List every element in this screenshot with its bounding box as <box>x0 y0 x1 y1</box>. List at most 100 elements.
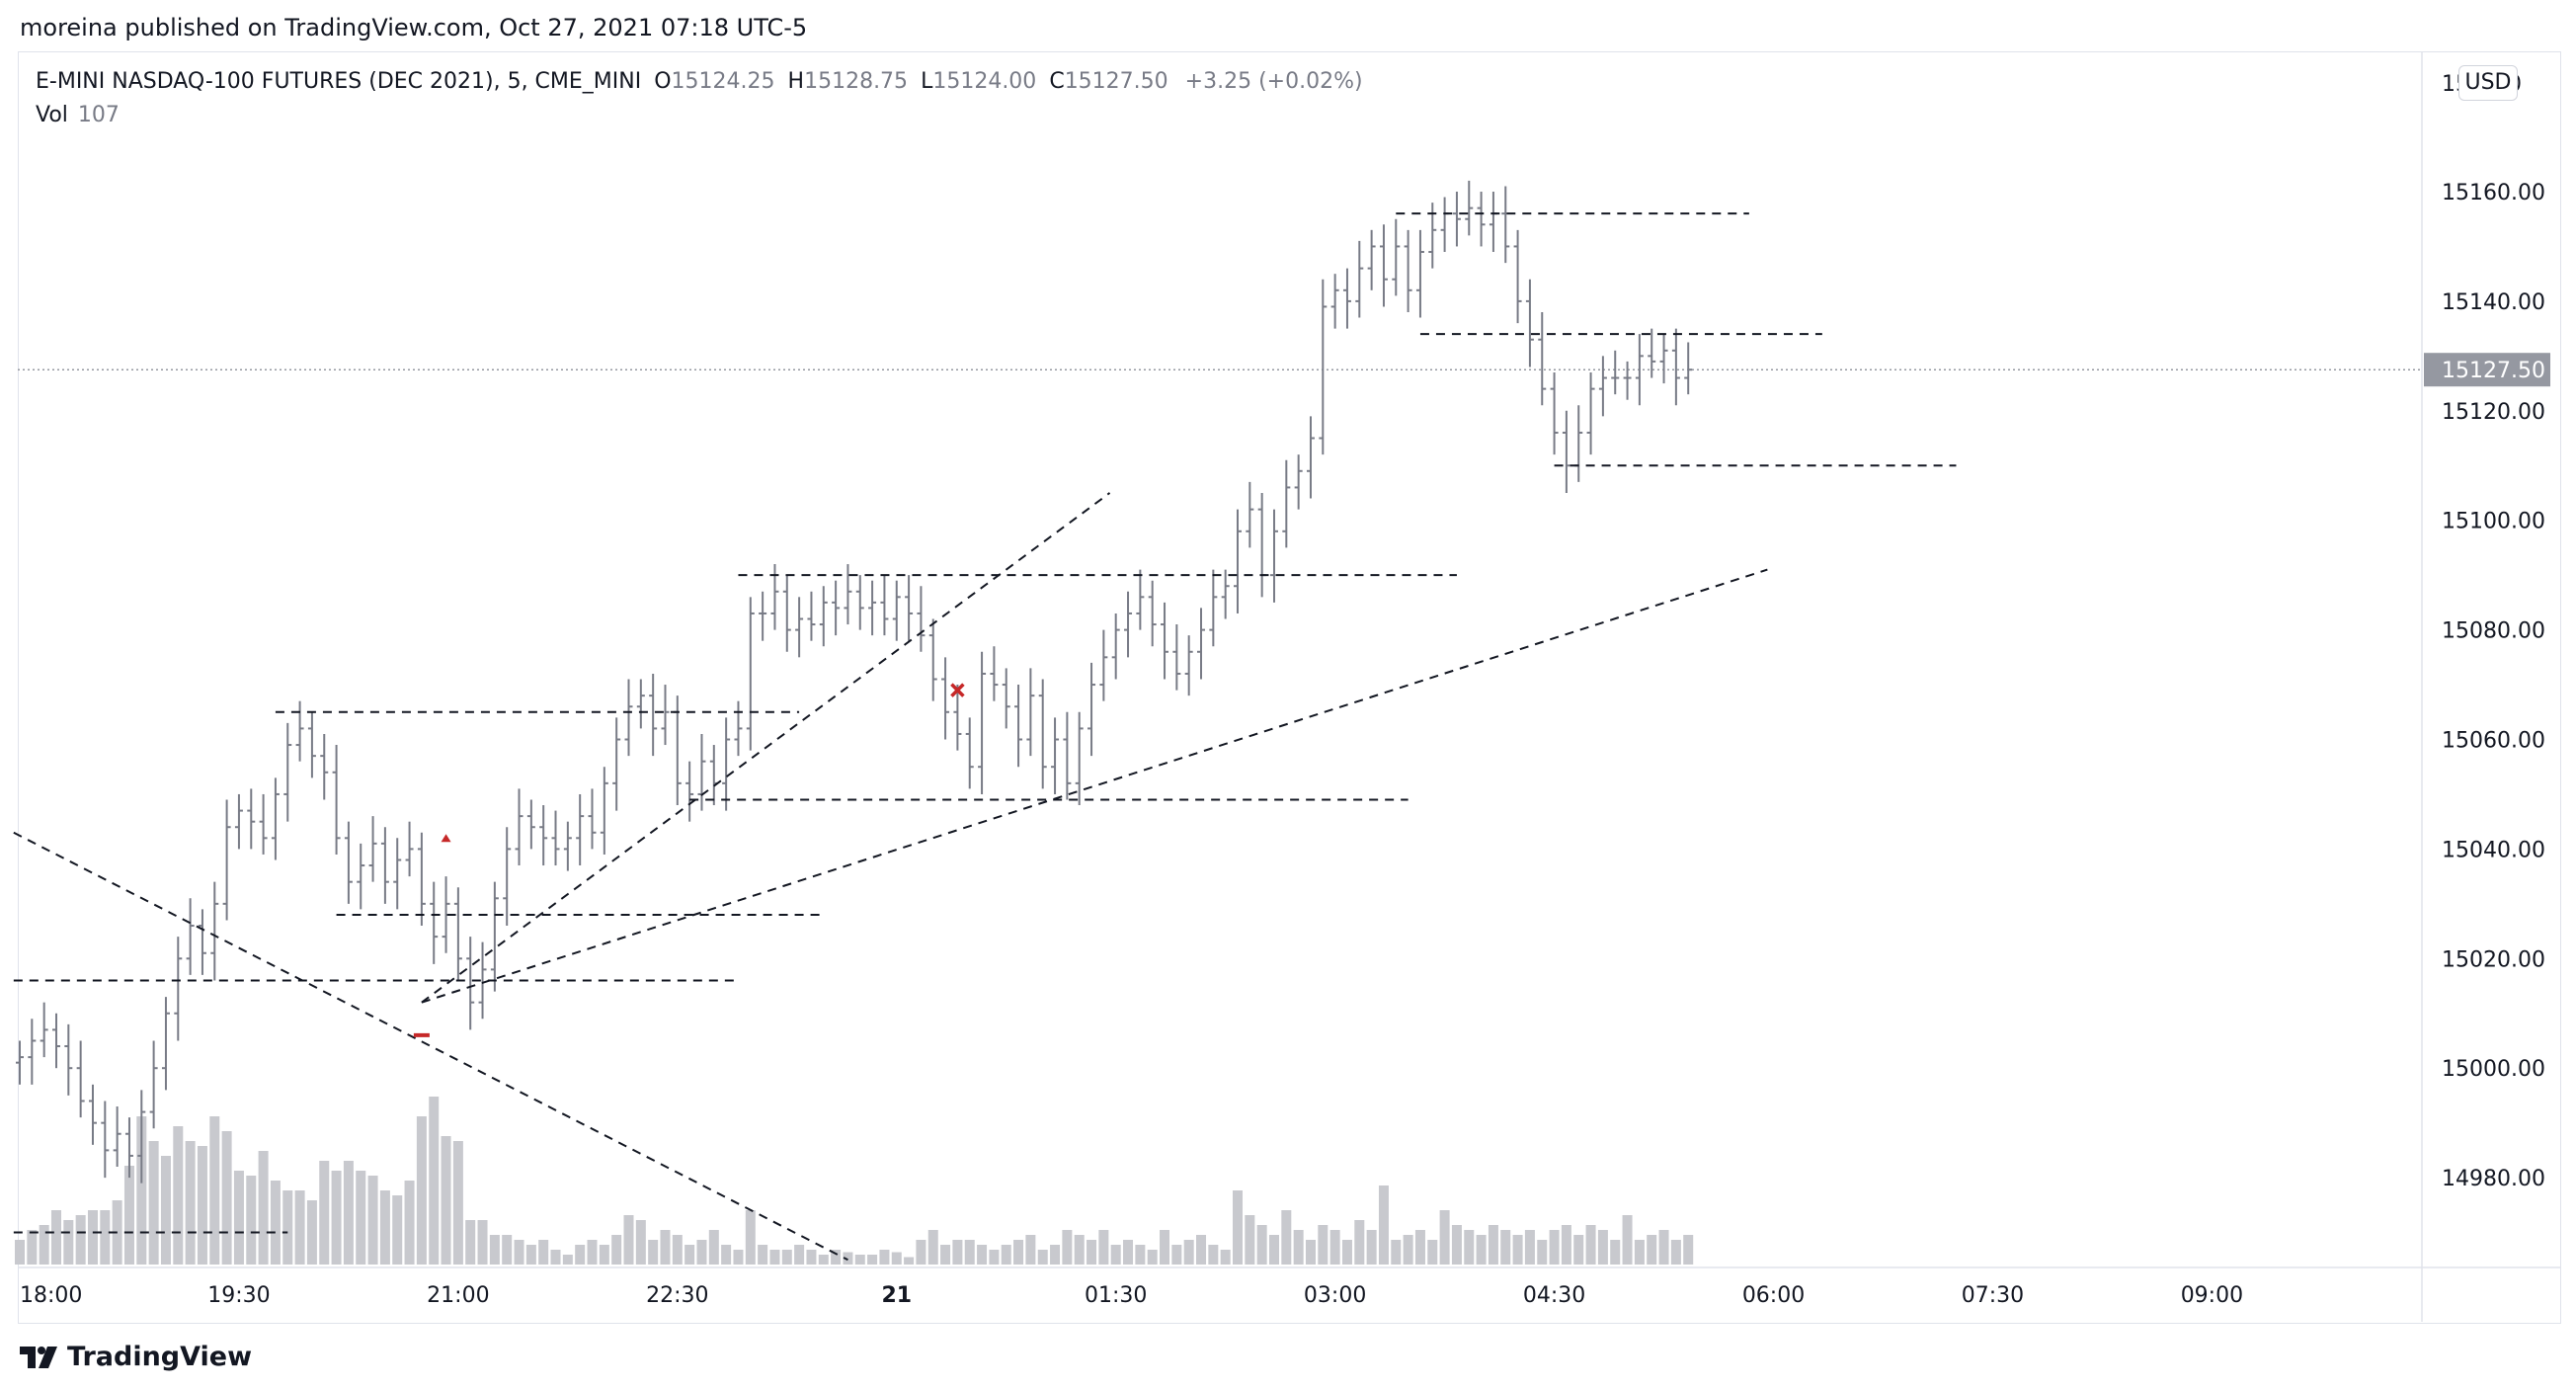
x-tick-label: 09:00 <box>2181 1283 2243 1308</box>
volume-bar <box>758 1245 768 1265</box>
volume-bar <box>867 1255 878 1265</box>
ohlc-bar <box>1306 416 1315 499</box>
volume-bar <box>1610 1240 1621 1265</box>
volume-bar <box>1098 1230 1109 1265</box>
ohlc-bar <box>1513 229 1522 324</box>
ohlc-bar <box>868 580 877 636</box>
ohlc-bar <box>576 793 585 866</box>
volume-bar <box>952 1240 963 1265</box>
ohlc-bar <box>1574 405 1583 482</box>
volume-bar <box>721 1245 732 1265</box>
ohlc-bar <box>917 586 926 652</box>
volume-bar <box>1160 1230 1170 1265</box>
volume-bar <box>538 1240 549 1265</box>
ohlc-bar <box>1379 224 1388 307</box>
volume-bar <box>1658 1230 1669 1265</box>
ohlc-bar <box>1319 279 1328 455</box>
volume-bar <box>745 1210 756 1265</box>
symbol-name[interactable]: E-MINI NASDAQ-100 FUTURES (DEC 2021), 5,… <box>36 69 642 94</box>
ohlc-bar <box>1477 192 1486 247</box>
ohlc-bar <box>1623 361 1632 400</box>
volume-bar <box>1110 1245 1121 1265</box>
volume-bar <box>185 1141 196 1265</box>
ohlc-bar <box>1671 328 1680 406</box>
volume-bar <box>562 1255 573 1265</box>
ohlc-bar <box>1367 229 1376 290</box>
volume-bar <box>891 1252 902 1265</box>
ohlc-bar <box>222 799 231 921</box>
ohlc-bar <box>1063 711 1072 800</box>
volume-bar <box>1414 1230 1425 1265</box>
x-tick-label: 21 <box>881 1283 912 1308</box>
ohlc-bar <box>380 827 389 904</box>
ohlc-bar <box>1026 668 1035 757</box>
footer-brand[interactable]: TradingView <box>20 1342 252 1372</box>
ohlc-bar <box>1598 356 1607 417</box>
ohlc-bar <box>1659 334 1668 384</box>
ohlc-bar <box>320 733 329 800</box>
ohlc-bar <box>612 717 621 811</box>
volume-bar <box>1573 1235 1584 1265</box>
volume-bar <box>15 1240 25 1265</box>
ohlc-bar <box>1087 662 1096 757</box>
volume-bar <box>429 1097 440 1265</box>
ohlc-bar <box>978 651 987 794</box>
volume-bar <box>1245 1215 1255 1265</box>
volume-bar <box>733 1250 744 1265</box>
volume-bar <box>197 1146 207 1265</box>
volume-bar <box>1196 1235 1207 1265</box>
ohlc-bar <box>234 793 243 850</box>
volume-bar <box>1500 1230 1511 1265</box>
volume-bar <box>927 1230 938 1265</box>
volume-bar <box>575 1245 586 1265</box>
high-value: 15128.75 <box>804 69 909 94</box>
volume-bar <box>1549 1230 1560 1265</box>
ohlc-bar <box>332 745 341 855</box>
ohlc-bar <box>1415 229 1424 318</box>
volume-bar <box>818 1255 829 1265</box>
volume-bar <box>1403 1235 1413 1265</box>
close-value: 15127.50 <box>1064 69 1168 94</box>
symbol-legend[interactable]: E-MINI NASDAQ-100 FUTURES (DEC 2021), 5,… <box>36 69 1363 94</box>
ohlc-bar <box>259 793 268 855</box>
ohlc-bar <box>1184 635 1193 696</box>
ohlc-bar <box>210 881 219 981</box>
ohlc-bar <box>1440 197 1449 252</box>
ohlc-bar <box>247 788 256 850</box>
y-tick-label: 15140.00 <box>2442 290 2545 315</box>
ohlc-bar <box>709 745 718 806</box>
ohlc-bar <box>1172 624 1181 691</box>
y-tick-label: 15040.00 <box>2442 838 2545 862</box>
ohlc-bar <box>1525 279 1534 368</box>
ohlc-bar <box>759 591 767 641</box>
volume-bar <box>1256 1225 1267 1265</box>
ohlc-bar <box>1586 371 1595 455</box>
ohlc-bar <box>880 575 889 636</box>
ohlc-bar <box>624 679 633 757</box>
volume-bar <box>1329 1230 1340 1265</box>
x-tick-label: 06:00 <box>1742 1283 1805 1308</box>
ohlc-bar <box>1075 711 1084 806</box>
ohlc-bar <box>515 788 523 866</box>
ohlc-bar <box>1124 591 1133 658</box>
volume-bar <box>1001 1245 1011 1265</box>
volume-bar <box>1208 1245 1219 1265</box>
x-marker-stroke <box>950 683 965 697</box>
currency-button[interactable]: USD <box>2458 65 2518 101</box>
volume-bar <box>1293 1230 1304 1265</box>
volume-bar <box>63 1220 74 1265</box>
volume-bar <box>50 1210 61 1265</box>
volume-legend[interactable]: Vol 107 <box>36 103 120 127</box>
ohlc-bar <box>770 564 779 630</box>
ohlc-bar <box>1501 186 1510 264</box>
volume-bar <box>1670 1240 1681 1265</box>
ohlc-bar <box>283 722 292 822</box>
ohlc-bar <box>649 673 658 757</box>
volume-bar <box>708 1230 719 1265</box>
x-tick-label: 01:30 <box>1085 1283 1147 1308</box>
ohlc-series <box>16 180 1693 1184</box>
x-tick-label: 21:00 <box>427 1283 489 1308</box>
high-label: H <box>787 69 805 94</box>
ohlc-bar <box>807 591 816 641</box>
